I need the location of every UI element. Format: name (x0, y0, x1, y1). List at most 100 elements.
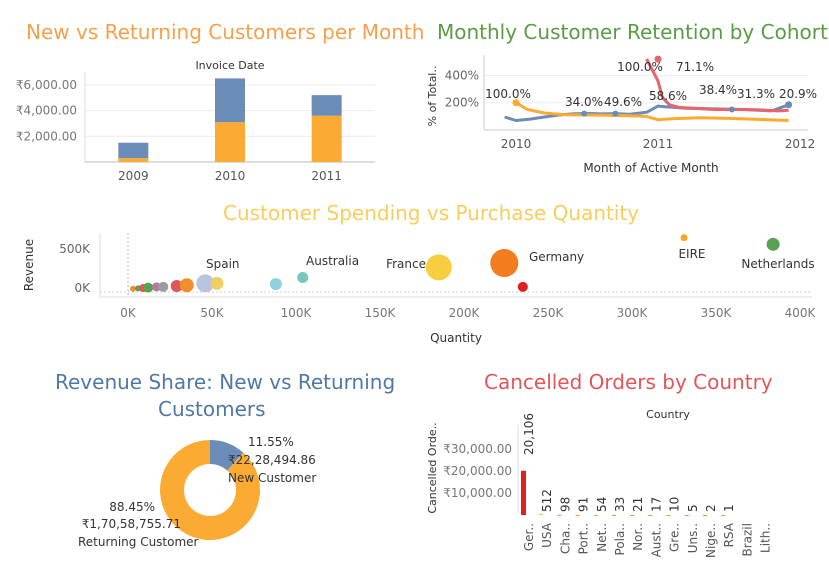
chart5-xtick-label: RSA (722, 522, 736, 547)
chart4-label-percent: 88.45% (109, 500, 155, 514)
chart2-xtick-label: 2010 (501, 137, 532, 151)
chart5-title: Cancelled Orders by Country (484, 370, 773, 394)
chart5-xtick-label: Port.. (577, 523, 591, 554)
chart5-xtick-label: Net.. (595, 523, 609, 552)
chart3-xtick-label: 100K (281, 306, 313, 320)
chart3-point-spain (196, 274, 215, 293)
chart3-point (130, 285, 137, 292)
chart1-ytick-label: ₹2,000.00 (16, 129, 77, 143)
chart2-data-label: 49.6% (604, 95, 642, 109)
chart5-ytick-label: ₹30,000.00 (443, 442, 512, 456)
chart2-xtick-label: 2011 (643, 137, 674, 151)
chart2-series-line-1 (515, 101, 789, 122)
chart3-ylabel: Revenue (22, 239, 36, 291)
chart2-series-line-2 (645, 58, 789, 113)
chart5-xtick-label: Cha.. (558, 523, 572, 554)
chart5-data-label: 98 (558, 497, 572, 512)
chart5-data-label: 10 (668, 497, 682, 512)
chart5-xtick-label: Aust.. (649, 523, 663, 557)
chart5-bar-Ger.. (521, 470, 526, 515)
chart3-point (170, 280, 183, 293)
chart2-ytick-label: 200% (445, 96, 479, 110)
chart2-xtick-label: 2012 (785, 137, 816, 151)
chart2-data-label: 71.1% (676, 60, 714, 74)
chart4-label-value: ₹1,70,58,755.71 (82, 517, 181, 531)
chart4-label-name: New Customer (228, 471, 316, 485)
chart5-data-label: 54 (595, 497, 609, 512)
chart5-header: Country (646, 408, 690, 421)
chart2-marker (612, 110, 619, 117)
chart4-label-value: ₹22,28,494.86 (228, 453, 316, 467)
chart3-point-label: Australia (306, 254, 359, 268)
chart5-bar-Port.. (575, 514, 580, 516)
chart3-xlabel: Quantity (430, 331, 482, 345)
chart5-data-label: 512 (540, 489, 554, 512)
chart5-xtick-label: Nige.. (704, 523, 718, 558)
chart5-data-label: 91 (577, 497, 591, 512)
chart5-bar-Pola.. (612, 514, 616, 516)
chart3-ytick-label: 0K (74, 281, 91, 295)
chart1-xtick-label: 2009 (118, 169, 149, 183)
chart5-xtick-label: Uns.. (686, 523, 700, 553)
chart3-point-eire (680, 234, 688, 242)
chart3-point-germany (490, 249, 519, 278)
chart1-ytick-label: ₹6,000.00 (16, 78, 77, 92)
chart2-data-label: 100.0% (617, 60, 663, 74)
chart5-ylabel: Cancelled Orde.. (426, 422, 439, 513)
chart5-xtick-label: Gre.. (668, 523, 682, 552)
chart5-ytick-label: ₹20,000.00 (443, 464, 512, 478)
chart3-point (152, 282, 162, 292)
chart5-data-label: 2 (704, 504, 718, 512)
chart3-xtick-label: 350K (701, 306, 733, 320)
chart2-marker (785, 101, 793, 109)
chart4-slice-returning-customer (160, 440, 261, 540)
chart3-xtick-label: 0K (120, 306, 137, 320)
chart5-bar-Nor.. (630, 514, 635, 516)
chart5-data-label: 5 (686, 504, 700, 512)
chart2-data-label: 58.6% (649, 89, 687, 103)
chart3-ytick-label: 500K (59, 242, 91, 256)
chart1-bar-2010-s0 (215, 122, 245, 162)
chart5-bar-Cha.. (557, 514, 562, 516)
chart5-xtick-label: USA (540, 522, 554, 548)
chart5-data-label: 17 (649, 497, 663, 512)
chart5-data-label: 21 (631, 497, 645, 512)
chart4-title-line2: Customers (158, 397, 266, 421)
chart1-bar-2011-s0 (311, 115, 342, 162)
chart5-bar-Net.. (593, 514, 598, 516)
chart1-bar-2011-s1 (311, 95, 342, 116)
chart5-bar-Uns.. (684, 514, 689, 516)
chart2-marker (581, 110, 588, 117)
chart5-bar-Gre.. (666, 514, 671, 516)
chart2-data-label: 20.9% (779, 87, 817, 101)
chart5-xtick-label: Nor.. (631, 523, 645, 551)
chart2-ylabel: % of Total.. (426, 66, 439, 127)
chart5-bar-Nige.. (703, 514, 707, 516)
chart2-marker (728, 106, 735, 113)
chart3-point-label: EIRE (678, 247, 705, 261)
chart2-marker (654, 55, 662, 63)
chart1-bar-2009-s0 (118, 158, 149, 162)
chart1-header: Invoice Date (195, 59, 264, 72)
chart4-label-percent: 11.55% (248, 435, 294, 449)
chart5-data-label: 20,106 (522, 413, 536, 455)
chart2-marker (512, 99, 520, 107)
chart4-title-line1: Revenue Share: New vs Returning (55, 370, 396, 394)
chart3-xtick-label: 50K (200, 306, 224, 320)
chart3-point-label: Germany (529, 250, 584, 264)
chart1-bar-2010-s1 (215, 78, 245, 123)
chart3-point (143, 282, 154, 293)
chart3-xtick-label: 300K (617, 306, 649, 320)
chart5-bar-RSA (721, 514, 726, 516)
chart3-point (517, 281, 528, 292)
chart3-point-label: Spain (206, 257, 240, 271)
chart3-xtick-label: 200K (449, 306, 481, 320)
chart4-slice-new-customer (210, 440, 244, 471)
chart3-point (210, 276, 224, 290)
chart3-point-france (425, 254, 452, 281)
chart5-xtick-label: Brazil (740, 523, 754, 557)
chart3-point (269, 278, 282, 291)
chart5-ytick-label: ₹10,000.00 (443, 486, 512, 500)
chart3-point-label: Netherlands (741, 257, 814, 271)
chart3-point-australia (297, 271, 309, 283)
